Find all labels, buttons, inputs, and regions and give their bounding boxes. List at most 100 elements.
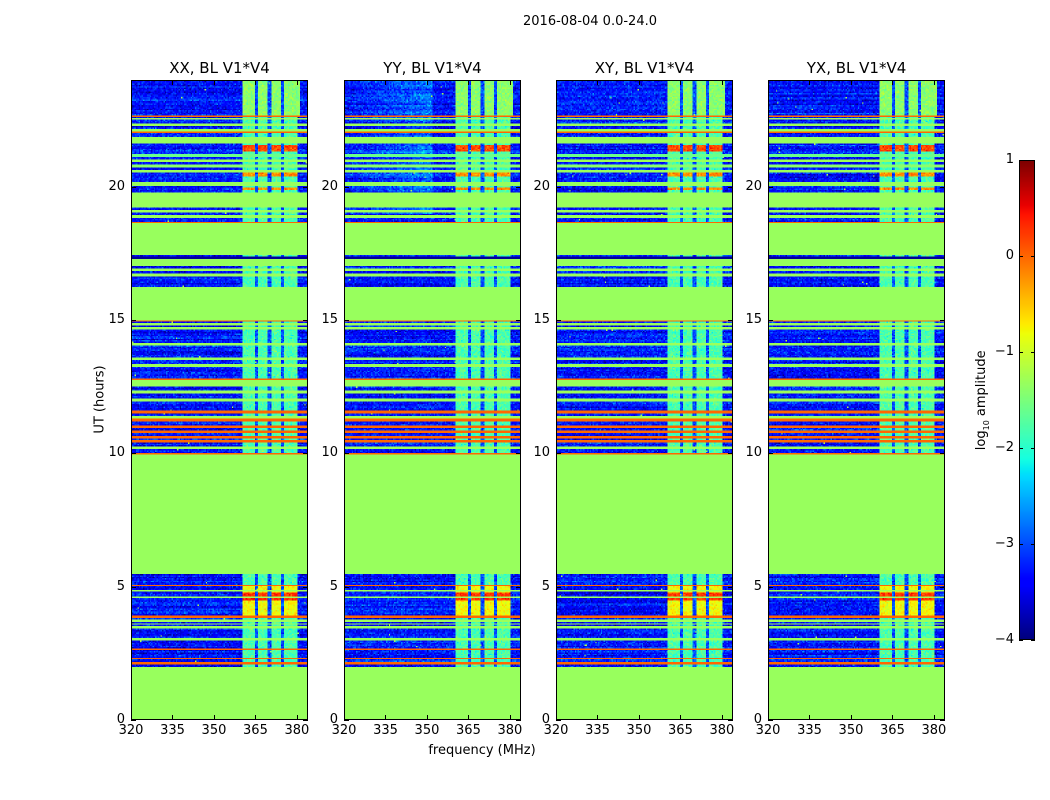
colorbar-tick-label: −1	[994, 344, 1014, 359]
y-tick	[768, 586, 773, 588]
colorbar-tick	[1019, 640, 1023, 641]
x-tick	[468, 715, 470, 720]
y-tick	[768, 320, 773, 321]
x-tick	[556, 80, 557, 85]
y-tick	[303, 720, 308, 721]
colorbar-tick	[1031, 160, 1035, 161]
x-tick-label: 380	[497, 723, 523, 738]
y-tick	[768, 186, 773, 188]
colorbar-label-tail: amplitude	[974, 350, 990, 421]
y-tick-label: 5	[329, 578, 338, 594]
colorbar-label: log10 amplitude	[974, 338, 991, 463]
y-tick-label: 15	[533, 312, 550, 327]
colorbar-tick-label: −4	[994, 632, 1014, 647]
y-tick	[556, 186, 561, 188]
x-tick	[850, 715, 852, 720]
x-tick-label: 335	[160, 723, 185, 738]
x-tick-label: 350	[414, 723, 440, 738]
y-tick	[768, 720, 773, 721]
y-tick	[303, 186, 308, 188]
y-tick	[728, 586, 733, 588]
x-tick	[721, 80, 723, 85]
y-tick	[556, 453, 561, 455]
x-tick	[296, 715, 298, 720]
x-tick	[933, 80, 935, 85]
x-tick	[255, 715, 257, 720]
x-tick	[638, 715, 640, 720]
x-tick	[344, 715, 345, 720]
x-tick-label: 365	[243, 723, 268, 738]
y-tick	[516, 720, 521, 721]
y-tick-label: 15	[321, 312, 338, 327]
colorbar-tick	[1031, 448, 1035, 449]
colorbar-tick	[1031, 352, 1035, 353]
y-tick	[303, 453, 308, 455]
x-tick	[509, 80, 511, 85]
x-tick	[597, 715, 599, 720]
x-tick	[131, 80, 132, 85]
heatmap-panel	[556, 80, 733, 720]
colorbar-tick-label: −3	[994, 536, 1014, 551]
x-tick	[344, 80, 345, 85]
x-tick	[680, 715, 682, 720]
heatmap-image	[769, 81, 944, 719]
y-tick-label: 20	[321, 178, 338, 194]
x-tick	[768, 80, 769, 85]
y-tick	[556, 320, 561, 321]
colorbar-tick	[1031, 640, 1035, 641]
x-tick-label: 380	[709, 723, 735, 738]
panel-title: XX, BL V1*V4	[169, 59, 270, 77]
y-tick	[728, 453, 733, 455]
y-tick	[344, 320, 349, 321]
colorbar-label-sub: 10	[981, 420, 991, 431]
y-tick-label: 5	[116, 578, 125, 594]
x-tick-label: 380	[921, 723, 947, 738]
y-tick	[516, 453, 521, 455]
x-tick	[892, 80, 894, 85]
panel-title: YX, BL V1*V4	[806, 59, 907, 77]
y-tick	[728, 720, 733, 721]
x-tick	[509, 715, 511, 720]
y-tick	[556, 720, 561, 721]
x-tick-label: 350	[838, 723, 864, 738]
heatmap-panel	[344, 80, 521, 720]
y-tick-label: 10	[321, 445, 338, 461]
y-tick-label: 0	[329, 712, 338, 727]
x-tick	[933, 715, 935, 720]
heatmap-image	[557, 81, 732, 719]
y-tick-label: 10	[745, 445, 762, 461]
y-tick	[940, 186, 945, 188]
y-tick	[940, 320, 945, 321]
y-tick	[131, 186, 136, 188]
colorbar-tick	[1019, 448, 1023, 449]
y-tick-label: 0	[116, 712, 125, 727]
x-tick-label: 320	[331, 723, 357, 738]
panel-title: XY, BL V1*V4	[594, 59, 695, 77]
y-tick	[768, 453, 773, 455]
y-tick	[516, 586, 521, 588]
x-tick	[213, 80, 215, 85]
heatmap-image	[132, 81, 307, 719]
x-tick	[638, 80, 640, 85]
colorbar-tick	[1019, 544, 1023, 545]
y-tick	[131, 720, 136, 721]
heatmap-panel	[768, 80, 945, 720]
y-tick	[940, 453, 945, 455]
y-tick	[556, 586, 561, 588]
x-tick	[892, 715, 894, 720]
x-tick	[385, 715, 387, 720]
y-tick	[303, 586, 308, 588]
x-tick	[213, 715, 215, 720]
y-tick	[131, 586, 136, 588]
y-tick-label: 5	[541, 578, 550, 594]
x-tick	[172, 80, 174, 85]
colorbar-label-log: log	[974, 430, 990, 451]
x-tick	[255, 80, 257, 85]
y-tick-label: 20	[745, 178, 762, 194]
y-tick	[516, 320, 521, 321]
heatmap-image	[345, 81, 520, 719]
figure-title: 2016-08-04 0.0-24.0	[523, 14, 657, 29]
x-tick-label: 350	[201, 723, 227, 738]
y-tick-label: 15	[745, 312, 762, 327]
x-tick-label: 335	[797, 723, 822, 738]
